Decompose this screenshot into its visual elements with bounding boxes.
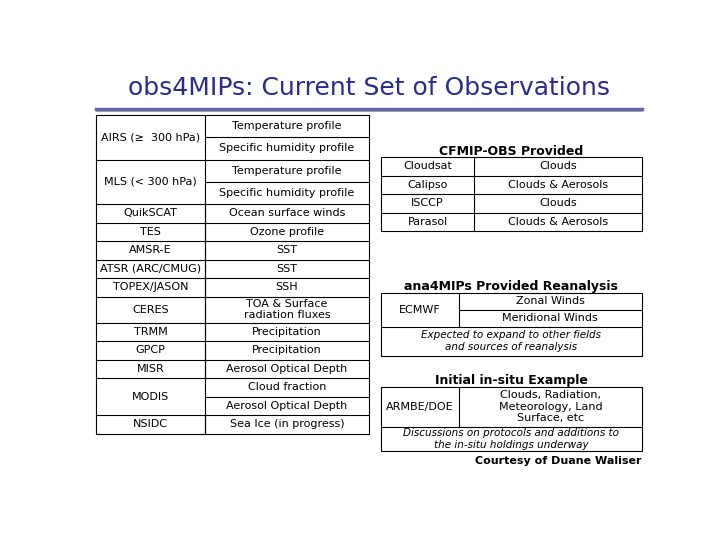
Text: Precipitation: Precipitation: [252, 346, 322, 355]
Text: MODIS: MODIS: [132, 392, 169, 402]
Text: Meridional Winds: Meridional Winds: [503, 313, 598, 323]
Text: MLS (< 300 hPa): MLS (< 300 hPa): [104, 177, 197, 187]
Text: Initial in-situ Example: Initial in-situ Example: [435, 374, 588, 387]
Text: Parasol: Parasol: [408, 217, 448, 227]
Bar: [381, 157, 642, 231]
Text: Precipitation: Precipitation: [252, 327, 322, 337]
Text: Clouds: Clouds: [539, 198, 577, 208]
Text: Temperature profile: Temperature profile: [232, 121, 341, 131]
Text: GPCP: GPCP: [135, 346, 166, 355]
Text: TES: TES: [140, 227, 161, 237]
Bar: [381, 387, 642, 451]
Text: Temperature profile: Temperature profile: [232, 166, 341, 176]
Text: AMSR-E: AMSR-E: [129, 245, 172, 255]
Text: CERES: CERES: [132, 305, 168, 315]
Text: CFMIP-OBS Provided: CFMIP-OBS Provided: [439, 145, 583, 158]
Text: Sea Ice (in progress): Sea Ice (in progress): [230, 420, 344, 429]
Text: Clouds & Aerosols: Clouds & Aerosols: [508, 180, 608, 190]
Bar: [381, 293, 642, 356]
Text: TOA & Surface
radiation fluxes: TOA & Surface radiation fluxes: [243, 299, 330, 320]
Text: Clouds: Clouds: [539, 161, 577, 171]
Text: Courtesy of Duane Waliser: Courtesy of Duane Waliser: [475, 456, 642, 465]
Text: Clouds & Aerosols: Clouds & Aerosols: [508, 217, 608, 227]
Text: Cloud fraction: Cloud fraction: [248, 382, 326, 393]
Text: Aerosol Optical Depth: Aerosol Optical Depth: [226, 364, 348, 374]
Text: Ozone profile: Ozone profile: [250, 227, 324, 237]
Text: Specific humidity profile: Specific humidity profile: [219, 143, 354, 153]
Text: obs4MIPs: Current Set of Observations: obs4MIPs: Current Set of Observations: [128, 76, 610, 100]
Text: ISCCP: ISCCP: [411, 198, 444, 208]
Text: Discussions on protocols and additions to
the in-situ holdings underway: Discussions on protocols and additions t…: [403, 428, 619, 450]
Text: Specific humidity profile: Specific humidity profile: [219, 188, 354, 198]
Text: ECMWF: ECMWF: [399, 305, 441, 315]
Text: ATSR (ARC/CMUG): ATSR (ARC/CMUG): [100, 264, 201, 274]
Text: NSIDC: NSIDC: [133, 420, 168, 429]
Text: SSH: SSH: [276, 282, 298, 292]
Text: QuikSCAT: QuikSCAT: [124, 208, 177, 218]
Text: SST: SST: [276, 264, 297, 274]
Text: Calipso: Calipso: [408, 180, 448, 190]
Text: MISR: MISR: [137, 364, 164, 374]
Text: TOPEX/JASON: TOPEX/JASON: [113, 282, 188, 292]
Text: Cloudsat: Cloudsat: [403, 161, 452, 171]
Text: TRMM: TRMM: [134, 327, 167, 337]
Text: SST: SST: [276, 245, 297, 255]
Text: Expected to expand to other fields
and sources of reanalysis: Expected to expand to other fields and s…: [421, 330, 601, 352]
Text: ARMBE/DOE: ARMBE/DOE: [386, 402, 454, 411]
Text: Clouds, Radiation,
Meteorology, Land
Surface, etc: Clouds, Radiation, Meteorology, Land Sur…: [498, 390, 602, 423]
Bar: [96, 115, 369, 434]
Text: Ocean surface winds: Ocean surface winds: [229, 208, 345, 218]
Text: Aerosol Optical Depth: Aerosol Optical Depth: [226, 401, 348, 411]
Text: Zonal Winds: Zonal Winds: [516, 296, 585, 306]
Text: ana4MIPs Provided Reanalysis: ana4MIPs Provided Reanalysis: [404, 280, 618, 293]
Text: AIRS (≥  300 hPa): AIRS (≥ 300 hPa): [101, 132, 200, 142]
